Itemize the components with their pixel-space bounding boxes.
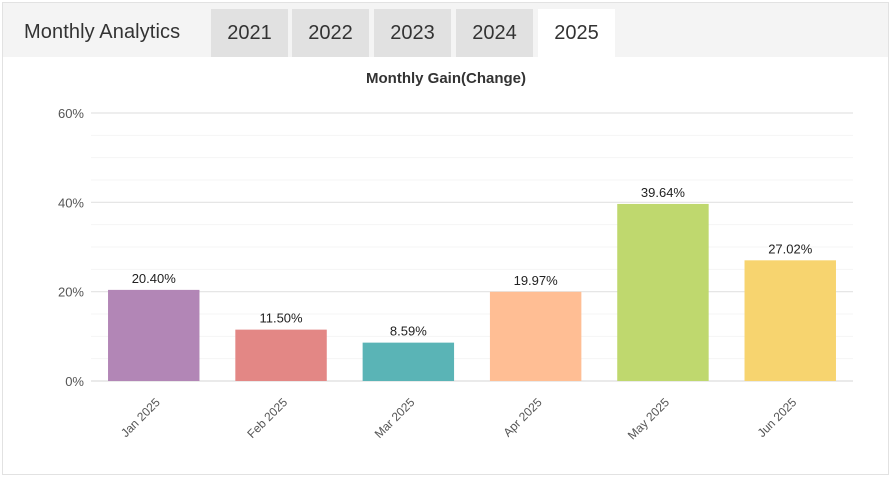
page-title: Monthly Analytics [24, 21, 181, 43]
y-tick-label: 0% [65, 374, 84, 389]
bar-jun-2025[interactable] [744, 260, 836, 381]
bar-feb-2025[interactable] [235, 329, 327, 381]
chart-grid [91, 112, 853, 382]
tab-2022[interactable]: 2022 [292, 9, 369, 57]
data-label: 19.97% [514, 273, 559, 288]
x-tick-label: Mar 2025 [372, 395, 418, 441]
bar-apr-2025[interactable] [489, 291, 582, 381]
x-tick-label: Apr 2025 [500, 395, 545, 440]
y-tick-label: 40% [58, 195, 84, 210]
x-tick-label: Feb 2025 [244, 395, 290, 441]
panel-header: Monthly Analytics 2021 2022 2023 2024 20… [3, 3, 888, 58]
y-tick-label: 60% [58, 106, 84, 121]
x-axis: Jan 2025 Feb 2025 Mar 2025 Apr 2025 May 2025… [118, 395, 800, 442]
data-labels: 20.40% 11.50% 8.59% 19.97% 39.64% 27.02% [132, 185, 813, 339]
data-label: 8.59% [390, 324, 427, 339]
monthly-gain-chart: Monthly Gain(Change) 0% 20% 40% 60% 20.40% 1… [58, 70, 853, 442]
x-tick-label: Jun 2025 [755, 395, 800, 440]
x-tick-label: May 2025 [625, 395, 672, 442]
bar-mar-2025[interactable] [362, 342, 455, 381]
data-label: 27.02% [768, 241, 813, 256]
tab-2023[interactable]: 2023 [374, 9, 451, 57]
data-label: 39.64% [641, 185, 686, 200]
tab-2021[interactable]: 2021 [211, 9, 288, 57]
bar-jan-2025[interactable] [108, 289, 200, 381]
x-tick-label: Jan 2025 [118, 395, 163, 440]
y-axis: 0% 20% 40% 60% [58, 106, 84, 389]
data-label: 11.50% [259, 311, 303, 326]
bar-may-2025[interactable] [617, 203, 709, 381]
chart-title: Monthly Gain(Change) [366, 70, 526, 87]
bars [108, 203, 836, 381]
tab-2025[interactable]: 2025 [538, 9, 615, 58]
tab-2024[interactable]: 2024 [456, 9, 533, 57]
data-label: 20.40% [132, 271, 177, 286]
y-tick-label: 20% [58, 285, 84, 300]
